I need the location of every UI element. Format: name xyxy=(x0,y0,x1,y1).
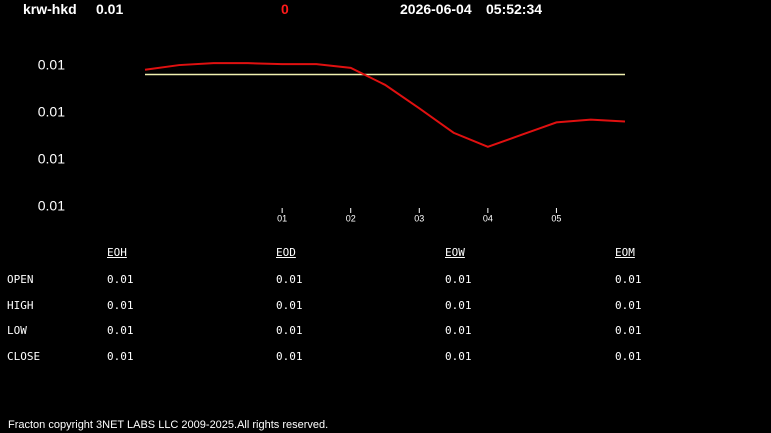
y-tick-label: 0.01 xyxy=(38,104,65,120)
cell: 0.01 xyxy=(615,350,642,364)
x-tick-label: 01 xyxy=(277,213,287,223)
cell: 0.01 xyxy=(107,273,134,286)
row-label: HIGH xyxy=(7,298,34,312)
pair: krw-hkd xyxy=(23,1,77,17)
cell: 0.01 xyxy=(445,298,472,312)
row-label: CLOSE xyxy=(7,350,41,364)
cell: 0.01 xyxy=(276,350,303,364)
row-label: OPEN xyxy=(7,273,34,286)
row-label: LOW xyxy=(7,324,27,338)
price: 0.01 xyxy=(96,1,124,17)
footer: Fracton copyright 3NET LABS LLC 2009-202… xyxy=(8,419,329,431)
cell: 0.01 xyxy=(615,298,642,312)
x-tick-label: 02 xyxy=(346,213,356,223)
line-series xyxy=(144,62,626,148)
x-tick-label: 04 xyxy=(483,213,493,223)
time: 05:52:34 xyxy=(486,1,543,17)
cell: 0.01 xyxy=(445,324,472,338)
cell: 0.01 xyxy=(107,350,134,364)
column-header: EOH xyxy=(107,246,127,259)
column-header: EOM xyxy=(615,246,635,259)
cell: 0.01 xyxy=(445,350,472,364)
change: 0 xyxy=(281,1,289,17)
y-tick-label: 0.01 xyxy=(38,198,65,214)
y-tick-label: 0.01 xyxy=(38,151,65,167)
x-tick-label: 03 xyxy=(414,213,424,223)
cell: 0.01 xyxy=(615,324,642,338)
cell: 0.01 xyxy=(107,298,134,312)
y-tick-label: 0.01 xyxy=(38,57,65,73)
cell: 0.01 xyxy=(276,273,303,286)
column-header: EOD xyxy=(276,246,296,259)
cell: 0.01 xyxy=(107,324,134,338)
x-tick-label: 05 xyxy=(551,213,561,223)
cell: 0.01 xyxy=(276,298,303,312)
cell: 0.01 xyxy=(276,324,303,338)
chart: 0.01 0.01 0.01 0.01 01 02 03 04 05 xyxy=(38,57,626,223)
column-header: EOW xyxy=(445,246,465,259)
cell: 0.01 xyxy=(445,273,472,286)
date: 2026-06-04 xyxy=(400,1,472,17)
cell: 0.01 xyxy=(615,273,642,286)
